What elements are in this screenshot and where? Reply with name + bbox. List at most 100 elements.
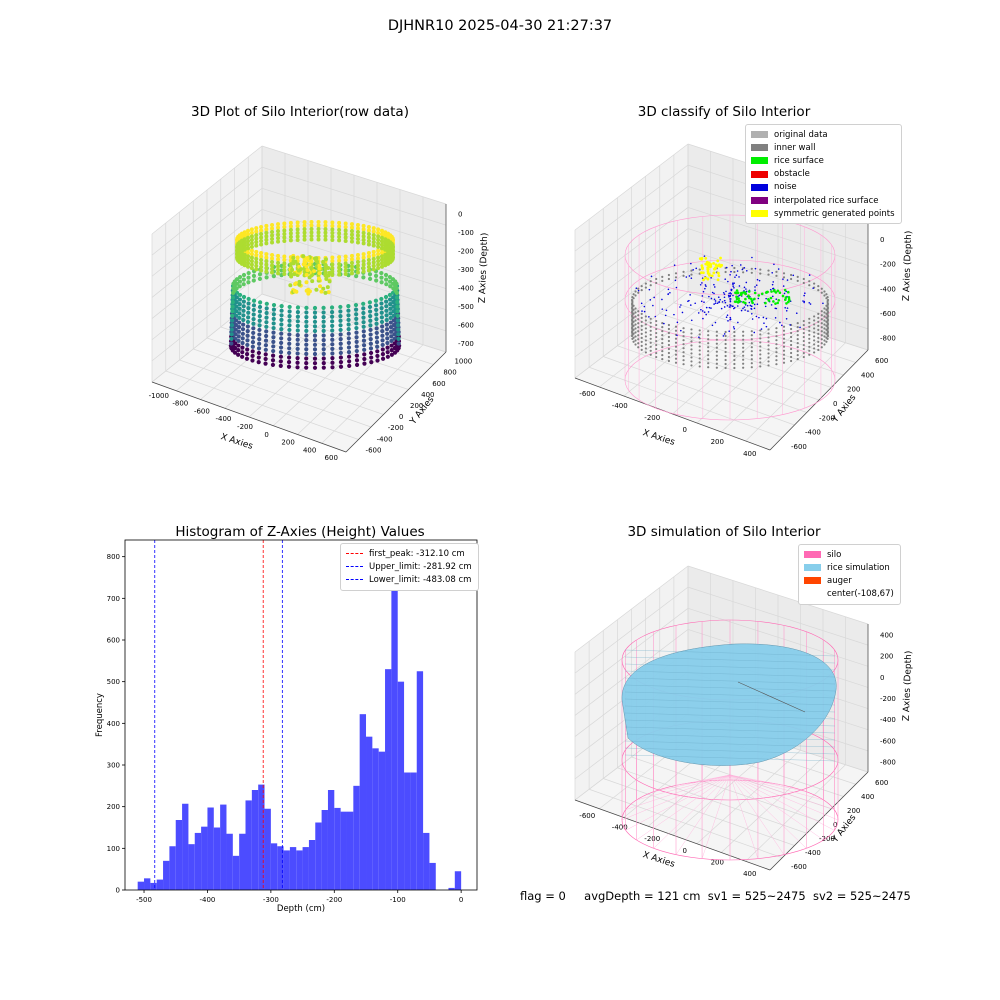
histogram-bar: [327, 790, 335, 890]
noise-point: [745, 281, 748, 284]
inner-wall-point: [634, 331, 637, 334]
raw-point: [395, 300, 400, 305]
histogram-bar: [232, 855, 240, 890]
histogram-x-tick-label: -200: [326, 896, 342, 904]
raw-point: [241, 317, 246, 323]
inner-wall-point: [724, 342, 727, 346]
raw-point: [354, 316, 359, 321]
raw-point: [257, 304, 263, 310]
raw-point: [354, 344, 359, 349]
legend-line-swatch: [346, 579, 363, 581]
raw-point: [246, 239, 251, 244]
noise-point: [783, 292, 786, 295]
noise-point: [661, 308, 664, 310]
inner-wall-point: [817, 324, 820, 327]
raw-point: [259, 254, 264, 259]
noise-point: [728, 330, 730, 333]
noise-point: [710, 307, 712, 309]
inner-wall-point: [767, 332, 770, 335]
histogram-bars: [137, 556, 462, 890]
raw-point: [387, 292, 393, 298]
noise-point: [708, 306, 711, 309]
inner-wall-point: [630, 334, 634, 338]
inner-wall-point: [767, 364, 770, 367]
silo-wireframe: [729, 774, 759, 859]
noise-point: [732, 283, 734, 286]
raw-gridline: [151, 209, 263, 298]
raw-point: [309, 265, 314, 270]
inner-wall-point: [649, 341, 652, 344]
raw-point: [379, 228, 384, 233]
noise-point: [736, 305, 739, 307]
raw-point: [316, 276, 321, 281]
legend-label: Lower_limit: -483.08 cm: [369, 574, 472, 585]
noise-point: [782, 285, 785, 287]
raw-point: [310, 279, 315, 284]
inner-wall-point: [715, 362, 718, 365]
raw-tick-label: -500: [458, 303, 474, 311]
raw-point: [319, 289, 324, 294]
raw-point: [379, 246, 384, 251]
inner-wall-point: [826, 320, 829, 323]
noise-point: [721, 301, 724, 303]
inner-wall-point: [825, 293, 828, 296]
raw-point: [337, 255, 342, 260]
histogram-bar: [448, 887, 455, 890]
inner-wall-point: [690, 269, 693, 272]
raw-point: [355, 222, 360, 227]
noise-point: [771, 295, 774, 298]
raw-point: [254, 263, 259, 268]
silo-wireframe: [621, 774, 731, 821]
raw-point: [354, 335, 359, 340]
raw-point: [293, 282, 298, 287]
raw-point: [366, 251, 371, 256]
raw-point: [380, 338, 385, 343]
raw-point: [302, 220, 307, 225]
raw-point: [264, 324, 269, 329]
inner-wall-point: [817, 332, 820, 335]
classify-tick-label: 200: [711, 438, 724, 446]
raw-point: [330, 337, 335, 342]
legend-color-swatch: [804, 591, 821, 598]
raw-point: [366, 231, 371, 236]
raw-point: [338, 323, 343, 328]
noise-point: [648, 288, 651, 291]
raw-point: [316, 227, 321, 232]
raw-point: [230, 300, 235, 305]
raw-point: [324, 276, 329, 281]
noise-point: [719, 298, 721, 301]
raw-point: [249, 266, 254, 271]
rice-surface-point: [739, 293, 743, 297]
raw-point: [361, 234, 366, 239]
raw-point: [264, 329, 269, 334]
raw-point: [271, 312, 276, 317]
raw-point: [263, 343, 269, 348]
raw-point: [379, 275, 384, 280]
inner-wall-point: [634, 323, 637, 326]
inner-wall-point: [690, 344, 693, 347]
inner-wall-point: [674, 361, 678, 364]
raw-point: [394, 295, 400, 300]
noise-point: [689, 304, 692, 306]
raw-point: [259, 258, 264, 263]
raw-point: [371, 233, 376, 238]
noise-point: [653, 296, 655, 299]
raw-point: [371, 256, 376, 261]
raw-point: [249, 252, 254, 257]
raw-point: [375, 344, 380, 349]
noise-point: [724, 278, 727, 280]
inner-wall-point: [767, 269, 770, 272]
raw-point: [304, 360, 309, 366]
inner-wall-point: [782, 357, 786, 360]
inner-wall-point: [640, 312, 643, 315]
raw-plot-title: 3D Plot of Silo Interior(row data): [191, 104, 409, 120]
classify-tick-label: 0: [880, 236, 884, 244]
noise-point: [765, 317, 768, 320]
classify-legend-entry: rice surface: [751, 154, 895, 167]
simulation-tick-label: -200: [819, 835, 835, 843]
raw-point: [338, 318, 343, 323]
noise-point: [675, 286, 678, 289]
inner-wall-point: [655, 331, 658, 335]
flag-text: flag = 0: [520, 889, 566, 903]
